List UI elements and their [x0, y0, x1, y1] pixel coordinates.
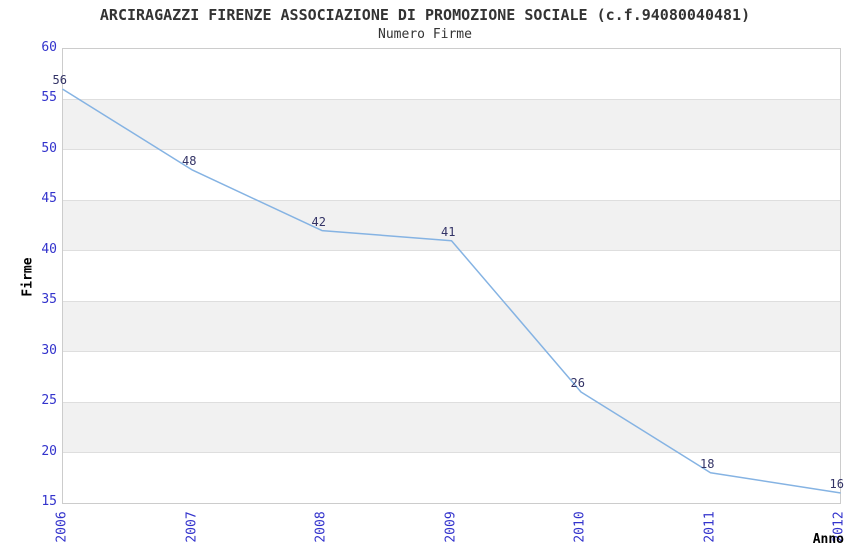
plot-area: 56 48 42 41 26 18 16 [53, 48, 844, 504]
y-axis-title: Firme [20, 257, 36, 297]
background-band [63, 200, 840, 251]
y-tick-label: 20 [41, 443, 57, 459]
chart-subtitle: Numero Firme [378, 27, 472, 42]
background-band [63, 301, 840, 352]
line-series-path [62, 88, 841, 494]
point-value-label: 42 [311, 214, 326, 229]
line-series [62, 88, 841, 494]
x-tick-label: 2008 [313, 511, 329, 543]
y-tick-label: 55 [41, 90, 57, 106]
background-band [63, 99, 840, 150]
point-value-label: 26 [570, 376, 585, 391]
y-tick-label: 50 [41, 140, 57, 156]
point-value-label: 48 [182, 154, 197, 169]
y-tick-label: 30 [41, 342, 57, 358]
point-value-label: 41 [441, 224, 456, 239]
y-tick-label: 15 [41, 494, 57, 509]
y-tick-label: 40 [41, 241, 57, 257]
x-tick-label: 2010 [572, 511, 588, 543]
y-tick-label: 45 [41, 191, 57, 207]
x-tick-label: 2007 [184, 511, 199, 543]
chart-title: ARCIRAGAZZI FIRENZE ASSOCIAZIONE DI PROM… [99, 6, 751, 24]
point-value-label: 16 [829, 476, 844, 491]
point-value-label: 18 [700, 456, 715, 471]
y-tick-label: 35 [41, 292, 57, 308]
x-tick-label: 2006 [54, 511, 70, 543]
y-tick-label: 60 [41, 40, 57, 55]
x-tick-label: 2009 [443, 511, 458, 543]
y-tick-label: 25 [41, 393, 57, 409]
x-axis-title: Anno [812, 532, 844, 547]
x-tick-label: 2011 [702, 511, 717, 543]
point-value-label: 56 [52, 73, 67, 88]
background-band [63, 402, 840, 453]
